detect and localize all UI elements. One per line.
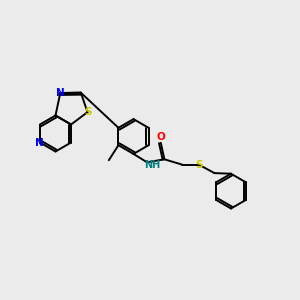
Text: S: S [84,107,91,117]
Text: S: S [195,160,203,170]
Text: N: N [56,88,65,98]
Text: N: N [35,137,44,148]
Text: NH: NH [144,160,160,170]
Text: O: O [156,132,165,142]
